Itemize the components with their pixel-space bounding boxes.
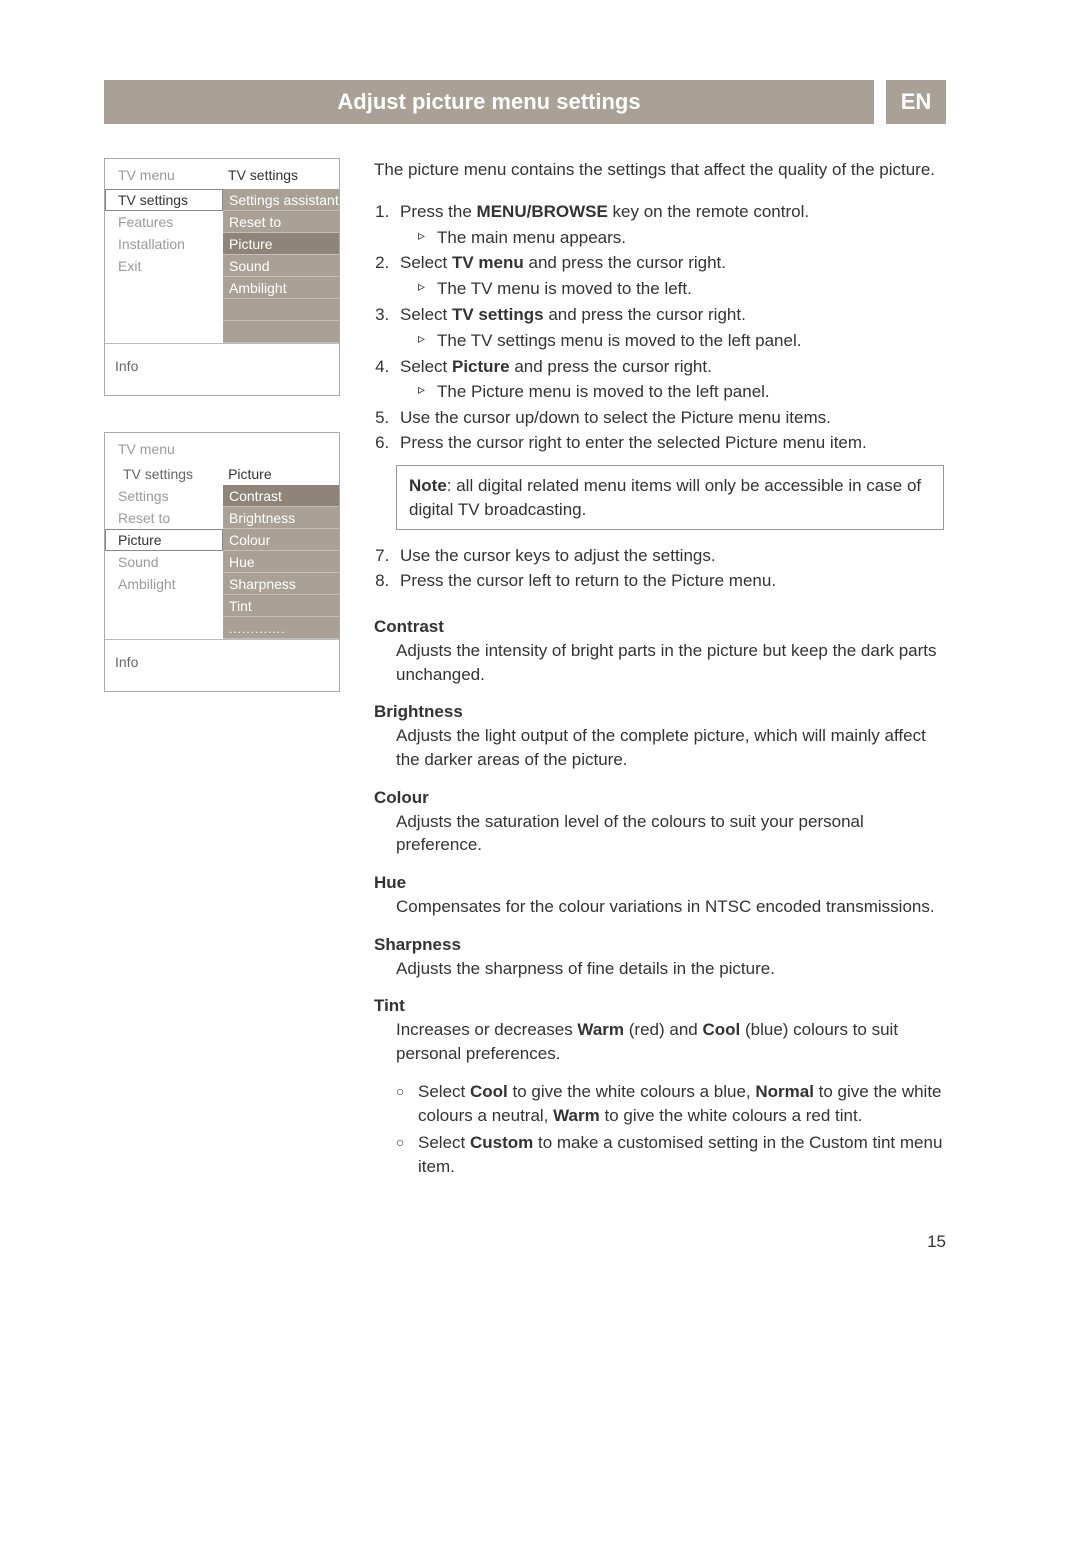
menu-left-item[interactable]: Reset to standard — [105, 507, 223, 529]
menu-right-item — [223, 321, 339, 343]
instruction-list: Press the MENU/BROWSE key on the remote … — [394, 200, 944, 455]
instruction-list-2: Use the cursor keys to adjust the settin… — [394, 544, 944, 593]
menu-left-item[interactable]: TV settings — [105, 189, 223, 211]
menu-left-item[interactable]: Picture — [105, 529, 223, 551]
menu-right-item[interactable]: Contrast — [223, 485, 339, 507]
menu-right-item[interactable]: Sound — [223, 255, 339, 277]
menu-right-item[interactable]: Reset to standard — [223, 211, 339, 233]
menu-info: Info — [105, 647, 339, 691]
menu-left-item[interactable]: Settings assistant — [105, 485, 223, 507]
menu-header-right: TV settings — [222, 159, 339, 189]
tv-menu-box-2: TV menu TV settings Picture Settings ass… — [104, 432, 340, 692]
step-6: Press the cursor right to enter the sele… — [394, 431, 944, 455]
step-7: Use the cursor keys to adjust the settin… — [394, 544, 944, 568]
definition-hue: Hue Compensates for the colour variation… — [374, 871, 944, 919]
menu-left-item — [105, 617, 223, 639]
tint-options: Select Cool to give the white colours a … — [396, 1080, 944, 1179]
menu-header-row: TV menu TV settings — [105, 159, 339, 189]
menu-left-item[interactable]: Exit — [105, 255, 223, 277]
definition-sharpness: Sharpness Adjusts the sharpness of fine … — [374, 933, 944, 981]
lang-text: EN — [901, 87, 932, 118]
definition-brightness: Brightness Adjusts the light output of t… — [374, 700, 944, 771]
step-5: Use the cursor up/down to select the Pic… — [394, 406, 944, 430]
menu-right-item[interactable]: Settings assistant — [223, 189, 339, 211]
menu-right-item[interactable]: Hue — [223, 551, 339, 573]
menu-left-item — [105, 321, 223, 343]
menu-left-item[interactable]: Installation — [105, 233, 223, 255]
step-8: Press the cursor left to return to the P… — [394, 569, 944, 593]
menu-right-item[interactable]: Tint — [223, 595, 339, 617]
menu-right-item — [223, 299, 339, 321]
triangle-icon: ▹ — [418, 380, 425, 404]
triangle-icon: ▹ — [418, 329, 425, 353]
menu-right-item[interactable]: Brightness — [223, 507, 339, 529]
page-number: 15 — [927, 1230, 946, 1254]
step-1: Press the MENU/BROWSE key on the remote … — [394, 200, 944, 250]
menu-header-right: Picture — [222, 463, 339, 485]
menu-right-item[interactable]: Picture — [223, 233, 339, 255]
menu-header-left: TV menu — [105, 433, 222, 463]
menu-right-item[interactable]: Sharpness — [223, 573, 339, 595]
menu-left-item — [105, 277, 223, 299]
menu-right-item[interactable]: ............. — [223, 617, 339, 639]
menu-info: Info — [105, 351, 339, 395]
definition-colour: Colour Adjusts the saturation level of t… — [374, 786, 944, 857]
step-2: Select TV menu and press the cursor righ… — [394, 251, 944, 301]
triangle-icon: ▹ — [418, 277, 425, 301]
menu-left-item[interactable]: Ambilight — [105, 573, 223, 595]
menu-header-row: TV menu — [105, 433, 339, 463]
definition-tint: Tint Increases or decreases Warm (red) a… — [374, 994, 944, 1179]
menu-header-left: TV menu — [105, 159, 222, 189]
header-bar: Adjust picture menu settings — [104, 80, 874, 124]
tv-menu-box-1: TV menu TV settings TV settings Settings… — [104, 158, 340, 396]
lang-badge: EN — [886, 80, 946, 124]
menu-left-item — [105, 299, 223, 321]
main-content: The picture menu contains the settings t… — [374, 158, 944, 1183]
page-title: Adjust picture menu settings — [337, 87, 640, 118]
definition-contrast: Contrast Adjusts the intensity of bright… — [374, 615, 944, 686]
menu-left-item — [105, 595, 223, 617]
triangle-icon: ▹ — [418, 226, 425, 250]
step-3: Select TV settings and press the cursor … — [394, 303, 944, 353]
tint-option-cool: Select Cool to give the white colours a … — [396, 1080, 944, 1128]
tint-option-custom: Select Custom to make a customised setti… — [396, 1131, 944, 1179]
menu-right-item[interactable]: Colour — [223, 529, 339, 551]
step-4: Select Picture and press the cursor righ… — [394, 355, 944, 405]
intro-text: The picture menu contains the settings t… — [374, 158, 944, 182]
menu-right-item[interactable]: Ambilight — [223, 277, 339, 299]
menu-left-item[interactable]: Sound — [105, 551, 223, 573]
menu-left-item[interactable]: Features — [105, 211, 223, 233]
menu-sub-header: TV settings — [105, 463, 222, 485]
note-box: Note: all digital related menu items wil… — [396, 465, 944, 531]
